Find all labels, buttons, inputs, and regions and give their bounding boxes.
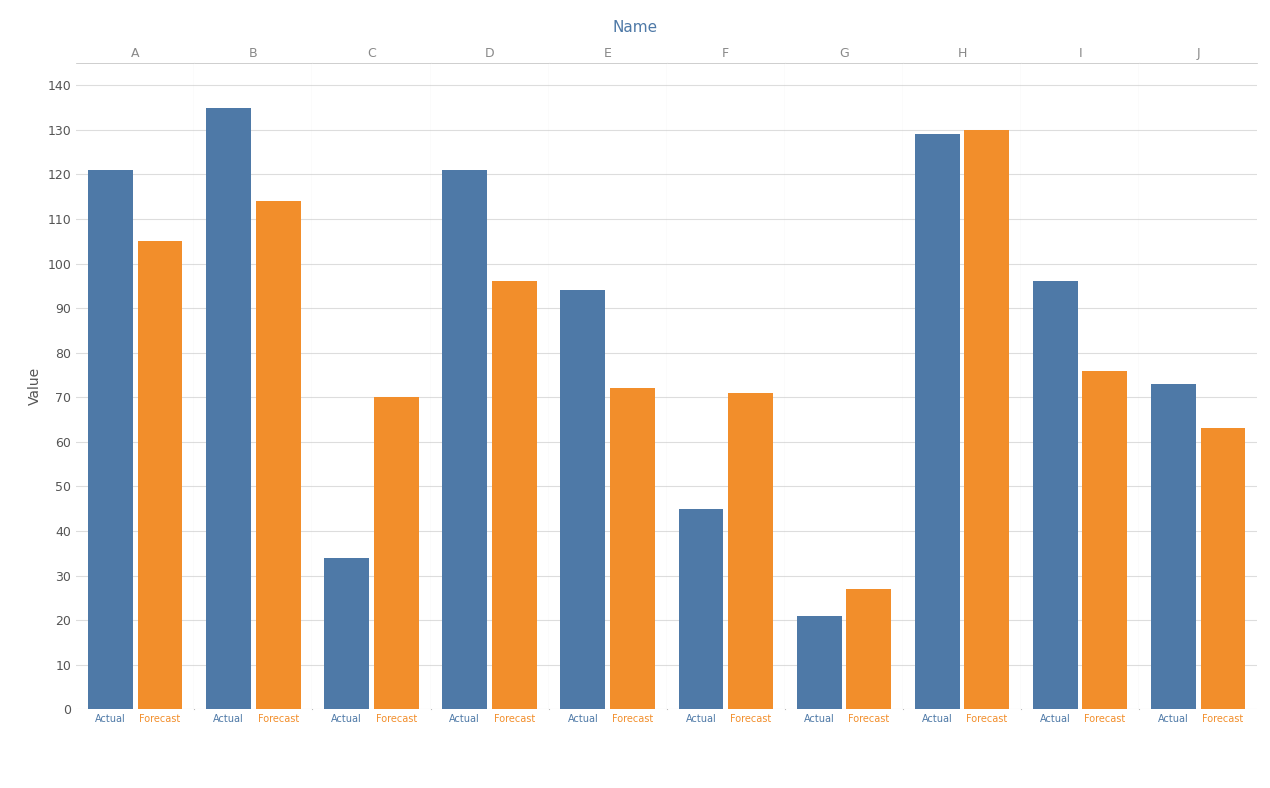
Bar — [560, 290, 606, 709]
Title: G: G — [839, 47, 848, 61]
Bar — [442, 170, 488, 709]
Bar — [1200, 429, 1246, 709]
Text: Name: Name — [612, 20, 658, 35]
Title: H: H — [958, 47, 966, 61]
Title: C: C — [367, 47, 376, 61]
Title: A: A — [131, 47, 140, 61]
Bar — [1151, 384, 1196, 709]
Bar — [678, 509, 724, 709]
Bar — [914, 134, 960, 709]
Bar — [796, 615, 842, 709]
Y-axis label: Value: Value — [28, 367, 42, 405]
Bar — [846, 589, 892, 709]
Bar — [255, 201, 301, 709]
Title: I: I — [1078, 47, 1082, 61]
Title: D: D — [485, 47, 494, 61]
Bar — [373, 397, 419, 709]
Bar — [964, 130, 1010, 709]
Bar — [1033, 281, 1078, 709]
Bar — [728, 392, 773, 709]
Bar — [610, 388, 655, 709]
Bar — [1082, 370, 1128, 709]
Bar — [137, 241, 183, 709]
Bar — [206, 108, 251, 709]
Title: F: F — [723, 47, 729, 61]
Title: B: B — [249, 47, 258, 61]
Title: E: E — [603, 47, 612, 61]
Title: J: J — [1196, 47, 1200, 61]
Bar — [324, 558, 370, 709]
Bar — [491, 281, 537, 709]
Bar — [88, 170, 133, 709]
